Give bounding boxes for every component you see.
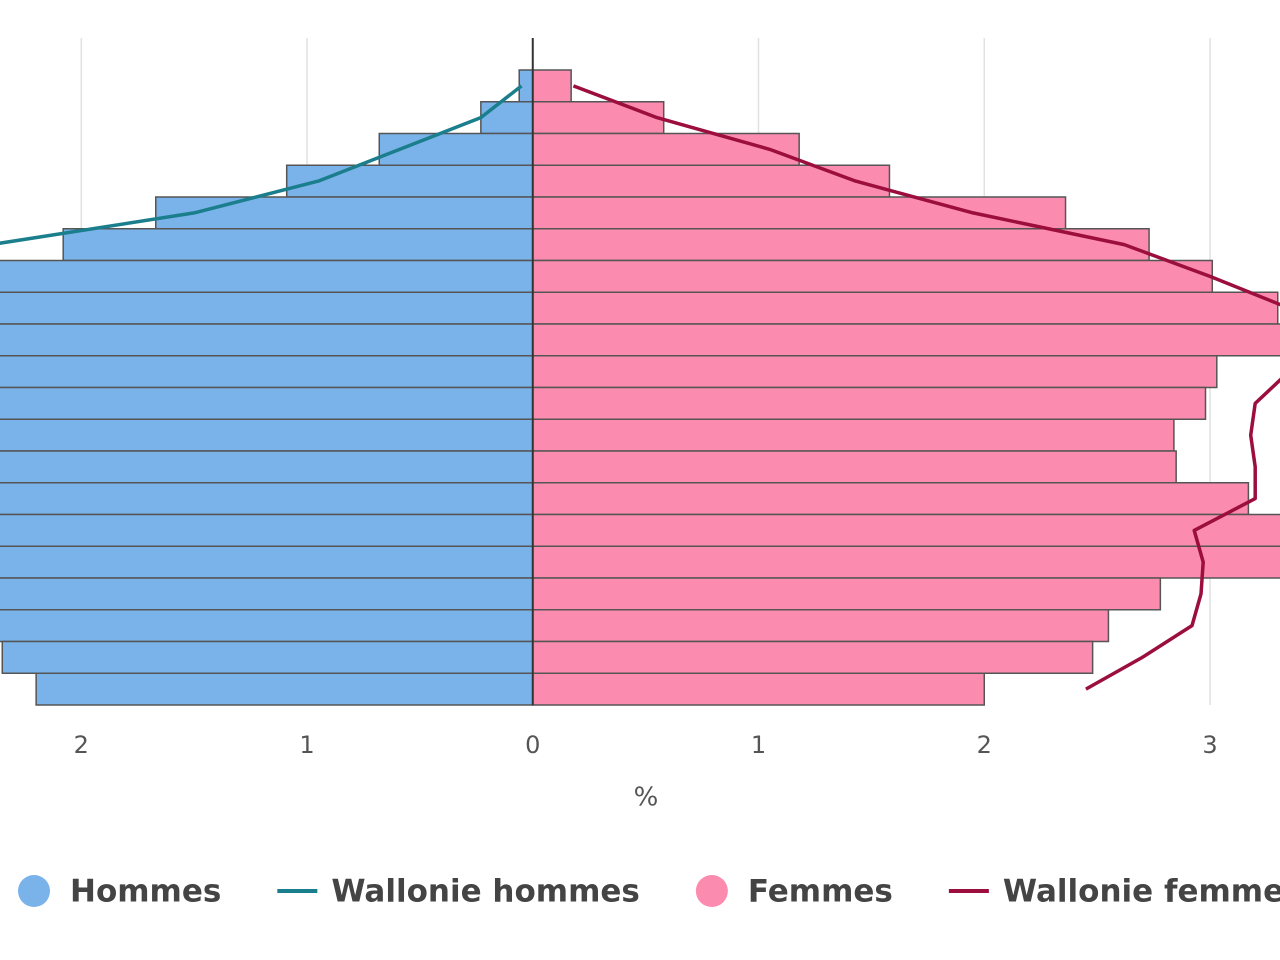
bar (0, 418, 534, 452)
bar (0, 577, 534, 611)
legend-label: Wallonie femmes (1003, 874, 1280, 910)
x-tick-label: 2 (74, 731, 89, 759)
bar (532, 259, 1214, 293)
bar (532, 609, 1110, 643)
x-tick-label: 2 (977, 731, 992, 759)
bar (1, 640, 534, 674)
bar (285, 164, 534, 198)
x-axis: 2 1 0 1 2 3 (74, 731, 1218, 759)
bar (532, 323, 1280, 357)
bar (532, 386, 1207, 420)
bar (0, 513, 534, 547)
bar (155, 196, 534, 230)
x-tick-label: 0 (525, 731, 540, 759)
bar (35, 672, 534, 706)
bar (532, 69, 572, 103)
bar (480, 101, 534, 135)
bar (0, 482, 534, 516)
x-axis-title: % (634, 783, 659, 813)
bar (0, 386, 534, 420)
bar (532, 545, 1280, 579)
bar (532, 577, 1162, 611)
legend: Hommes Wallonie hommes Femmes Wallonie femm… (18, 874, 1280, 910)
bar (532, 418, 1175, 452)
bar (0, 291, 534, 325)
bar (0, 323, 534, 357)
bar (532, 101, 665, 135)
bar (532, 196, 1067, 230)
x-tick-label: 1 (751, 731, 766, 759)
bar (532, 482, 1250, 516)
bar (532, 291, 1279, 325)
bar (532, 132, 800, 166)
bar (0, 609, 534, 643)
plot-area (0, 38, 1280, 706)
legend-marker (18, 875, 50, 907)
legend-marker (695, 875, 728, 907)
bar (532, 355, 1218, 389)
legend-label: Hommes (70, 874, 221, 910)
bar (0, 450, 534, 484)
line (0, 84, 523, 245)
bar (532, 640, 1094, 674)
x-tick-label: 3 (1202, 731, 1217, 759)
bar (532, 672, 986, 706)
legend-label: Femmes (748, 874, 893, 910)
bar (0, 355, 534, 389)
bar (532, 164, 891, 198)
legend-label: Wallonie hommes (331, 874, 640, 910)
bar (532, 450, 1177, 484)
x-tick-label: 1 (299, 731, 314, 759)
line (572, 84, 1280, 691)
bar (0, 259, 534, 293)
bar (532, 513, 1280, 547)
bar (0, 545, 534, 579)
bar (62, 228, 534, 262)
bar (532, 228, 1150, 262)
